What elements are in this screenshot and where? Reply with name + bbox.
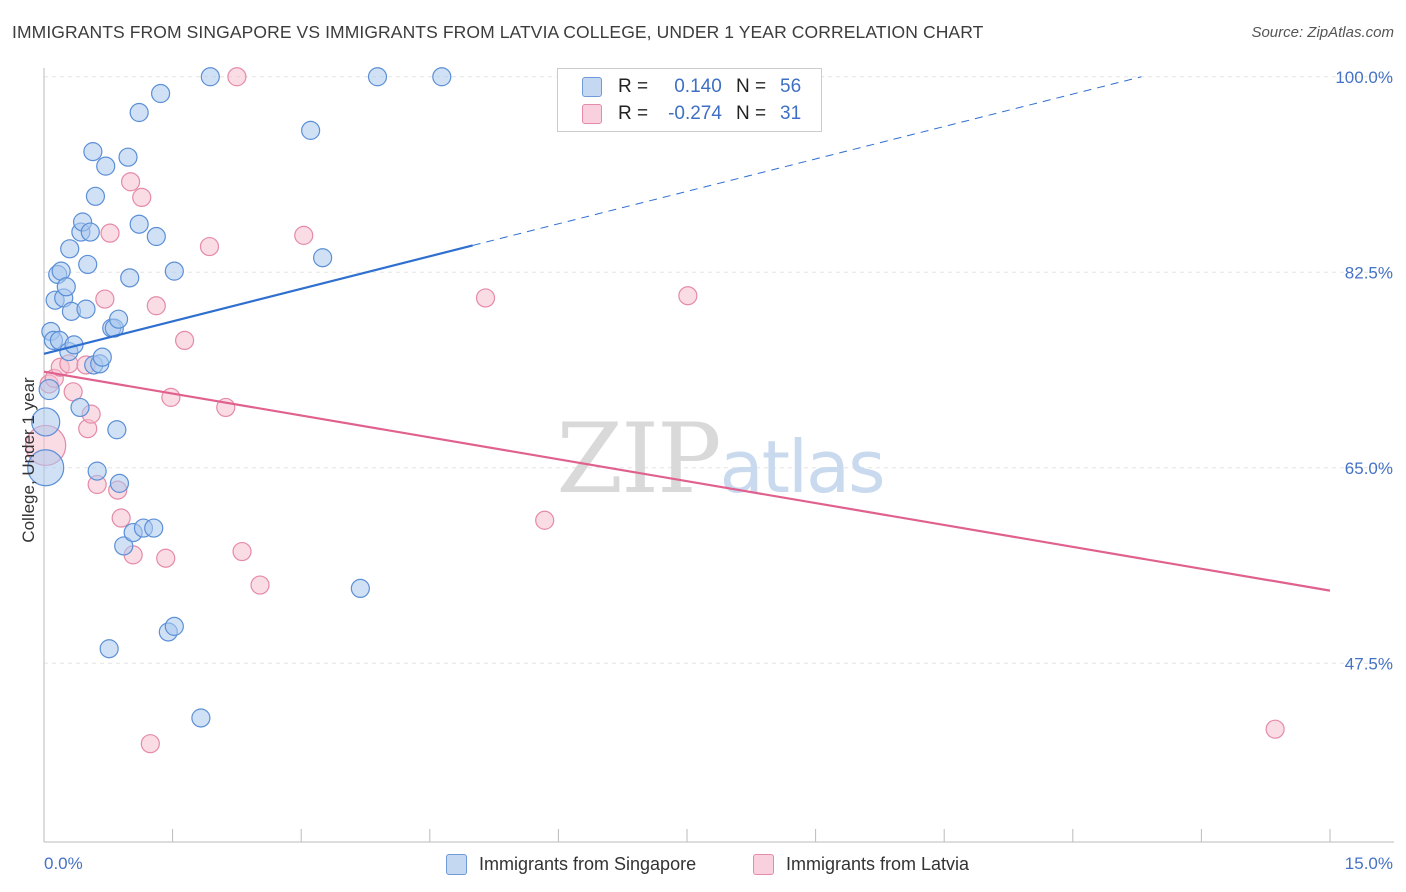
singapore-swatch <box>582 77 602 97</box>
latvia-trendline <box>43 370 1331 592</box>
singapore-r-value: 0.140 <box>674 76 722 97</box>
y-tick-label: 100.0% <box>1335 68 1393 87</box>
latvia-point <box>95 289 115 309</box>
singapore-point <box>150 83 171 104</box>
singapore-trendline-extension <box>472 76 1142 246</box>
latvia-point <box>161 387 181 407</box>
singapore-point <box>114 536 134 556</box>
bottom-singapore-swatch <box>446 853 467 875</box>
latvia-n-label: N = <box>736 103 767 124</box>
singapore-point <box>107 420 127 440</box>
x-tick-label-max: 15.0% <box>1345 854 1393 873</box>
trendline-layer <box>43 76 1331 592</box>
y-axis-title: College, Under 1 year <box>19 377 38 543</box>
y-tick-label: 65.0% <box>1345 459 1393 478</box>
bottom-legend-singapore: Immigrants from Singapore <box>446 852 696 876</box>
singapore-point <box>80 222 100 242</box>
singapore-point <box>38 378 60 401</box>
singapore-point <box>27 449 65 487</box>
legend-row-singapore: R = 0.140 N = 56 <box>582 75 801 99</box>
latvia-point <box>475 288 496 308</box>
watermark-atlas: atlas <box>720 425 884 509</box>
bottom-latvia-swatch <box>753 853 774 875</box>
singapore-point <box>99 639 119 659</box>
latvia-point <box>535 510 555 530</box>
singapore-point <box>78 254 98 275</box>
singapore-point <box>85 186 106 206</box>
chart-title: IMMIGRANTS FROM SINGAPORE VS IMMIGRANTS … <box>12 22 984 42</box>
grid-layer <box>44 76 1394 664</box>
watermark: ZIPatlas <box>556 403 883 515</box>
latvia-point <box>140 734 160 754</box>
singapore-point <box>83 142 103 162</box>
watermark-zip: ZIP <box>556 403 719 515</box>
singapore-r-label: R = <box>618 76 649 97</box>
singapore-point <box>164 261 184 281</box>
singapore-point <box>60 239 80 259</box>
singapore-point <box>96 156 116 176</box>
bottom-latvia-label: Immigrants from Latvia <box>786 853 970 874</box>
singapore-point <box>432 67 452 87</box>
singapore-point <box>313 248 333 268</box>
singapore-point <box>164 616 184 636</box>
singapore-point <box>200 67 220 87</box>
singapore-point <box>87 461 107 481</box>
latvia-point <box>232 541 252 562</box>
latvia-point <box>678 286 698 306</box>
singapore-point <box>109 473 130 493</box>
singapore-point <box>118 147 138 167</box>
latvia-point <box>199 236 220 257</box>
singapore-point <box>129 214 149 234</box>
bottom-legend-latvia: Immigrants from Latvia <box>753 852 969 876</box>
latvia-point <box>111 508 131 528</box>
singapore-trendline <box>43 244 473 355</box>
latvia-point <box>294 225 314 245</box>
singapore-n-label: N = <box>736 76 767 97</box>
latvia-n-value: 31 <box>780 103 802 124</box>
latvia-point <box>156 548 176 568</box>
y-tick-label: 82.5% <box>1345 263 1393 282</box>
latvia-point <box>250 575 270 595</box>
latvia-point <box>227 67 247 87</box>
singapore-point <box>301 120 321 140</box>
singapore-point <box>191 708 211 728</box>
x-tick-label-min: 0.0% <box>44 854 83 873</box>
latvia-point <box>146 296 166 316</box>
latvia-r-value: -0.274 <box>668 103 722 124</box>
singapore-points <box>27 67 452 728</box>
latvia-point <box>175 330 195 351</box>
singapore-point <box>350 578 370 599</box>
singapore-point <box>31 407 61 437</box>
source-label: Source: ZipAtlas.com <box>1251 24 1394 41</box>
latvia-point <box>100 223 120 243</box>
singapore-n-value: 56 <box>780 76 802 97</box>
latvia-r-label: R = <box>618 103 649 124</box>
latvia-swatch <box>582 104 602 124</box>
legend-row-latvia: R = -0.274 N = 31 <box>582 102 801 126</box>
singapore-point <box>129 102 149 123</box>
singapore-point <box>146 226 166 247</box>
singapore-point <box>76 299 96 319</box>
singapore-point <box>92 347 112 367</box>
singapore-point <box>108 309 129 329</box>
tick-label-layer: 47.5% 65.0% 82.5% 100.0% 0.0% 15.0% College, U… <box>19 68 1393 873</box>
correlation-legend: R = 0.140 N = 56 R = -0.274 N = 31 <box>557 68 822 132</box>
singapore-point <box>70 397 90 418</box>
singapore-point <box>120 268 140 288</box>
y-tick-label: 47.5% <box>1345 654 1393 673</box>
bottom-singapore-label: Immigrants from Singapore <box>479 853 697 874</box>
latvia-point <box>1265 719 1285 739</box>
singapore-point <box>367 67 388 87</box>
singapore-point <box>144 518 164 538</box>
latvia-point <box>120 172 141 192</box>
singapore-point <box>56 277 76 297</box>
latvia-point <box>132 187 152 208</box>
